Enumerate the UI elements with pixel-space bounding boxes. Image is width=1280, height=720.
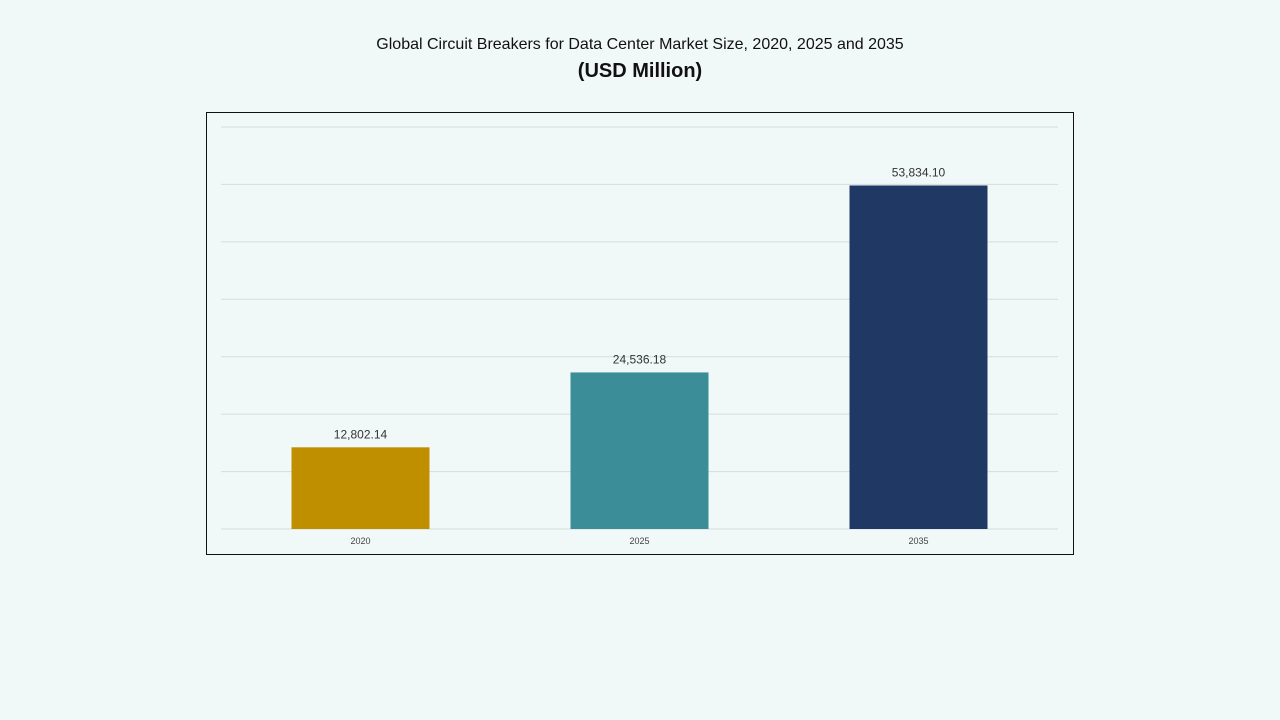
x-tick-label-2020: 2020 [350, 536, 370, 546]
data-label-2035: 53,834.10 [892, 165, 946, 179]
x-tick-label-2035: 2035 [908, 536, 928, 546]
chart-title: Global Circuit Breakers for Data Center … [376, 36, 904, 53]
bar-2035 [849, 185, 988, 529]
chart-frame [206, 112, 1074, 555]
data-label-2020: 12,802.14 [334, 427, 388, 441]
chart-subtitle: (USD Million) [577, 60, 703, 82]
bar-2020 [291, 447, 430, 529]
bar-2025 [570, 372, 709, 529]
x-tick-label-2025: 2025 [629, 536, 649, 546]
data-label-2025: 24,536.18 [613, 352, 667, 366]
